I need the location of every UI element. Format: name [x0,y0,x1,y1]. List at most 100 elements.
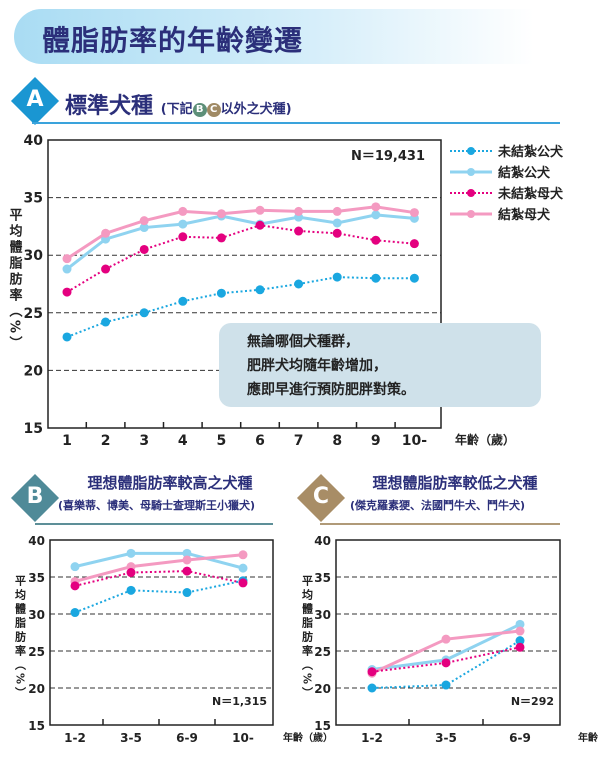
x-axis-label: 年齡（歲） [578,731,600,744]
data-point [216,233,226,243]
series-line [66,213,415,271]
sample-size-label: N＝1,315 [212,695,267,708]
data-point [371,273,381,283]
series-line [74,570,244,587]
data-point [332,218,342,228]
series-line [74,551,244,570]
y-tick-label: 30 [28,608,45,622]
title-banner: 體脂肪率的年齡變遷 [14,9,534,64]
legend-label: 結紮公犬 [498,166,551,181]
plot-frame [49,539,274,726]
data-point [178,219,188,229]
legend-swatch [450,209,492,218]
data-point [178,232,188,242]
data-point [255,285,265,295]
y-tick-label: 40 [28,534,45,548]
plot-frame [335,539,561,726]
x-tick-label: 7 [294,433,304,449]
data-point [367,683,377,693]
data-point [126,548,136,558]
x-tick-label: 9 [371,433,381,449]
data-point [70,562,80,572]
y-tick-label: 25 [24,306,43,322]
data-point [62,287,72,297]
data-point [182,548,192,558]
data-point [216,209,226,219]
y-tick-label: 35 [314,571,331,585]
data-point [70,608,80,618]
callout-box: 無論哪個犬種群， 肥胖犬均隨年齡增加， 應即早進行預防肥胖對策。 [219,323,541,407]
y-axis-label: 平均體脂肪率（%） [301,575,315,701]
data-point [332,272,342,282]
x-tick-label: 10- [232,731,254,745]
x-tick-label: 3-5 [435,731,457,745]
data-point [371,210,381,220]
y-tick-label: 20 [28,682,45,696]
data-point [409,208,419,218]
x-axis-label: 年齡（歲） [455,432,515,447]
data-point [178,206,188,216]
y-tick-label: 30 [24,248,44,264]
data-point [139,216,149,226]
legend-swatch [450,167,492,176]
data-point [182,555,192,565]
y-tick-label: 40 [314,534,331,548]
badge-c: C [206,102,221,117]
badge-b: B [192,102,207,117]
data-point [238,550,248,560]
data-point [238,563,248,573]
section-a-title: 標準犬種 [65,94,154,119]
legend-swatch [450,188,492,197]
section-a-note-suffix: 以外之犬種) [220,102,292,117]
data-point [441,658,451,668]
data-point [294,226,304,236]
series-line [74,553,244,583]
y-axis-label: 平均體脂肪率（%） [7,208,24,352]
x-tick-label: 6-9 [176,731,198,745]
legend: 未結紮公犬 結紮公犬 未結紮母犬 結紮母犬 [450,140,563,224]
y-tick-label: 35 [28,571,45,585]
y-tick-label: 30 [314,608,331,622]
data-point [294,206,304,216]
y-tick-label: 15 [28,719,45,733]
x-tick-label: 10- [402,433,427,449]
data-point [62,332,72,342]
data-point [332,228,342,238]
section-a-note: (下記 [160,102,193,117]
x-tick-label: 8 [332,433,342,449]
data-point [182,566,192,576]
legend-label: 未結紮公犬 [498,145,564,160]
section-b-title: 理想體脂肪率較高之犬種 [87,474,253,492]
section-a-divider [32,122,560,124]
y-tick-label: 20 [314,682,331,696]
data-point [126,585,136,595]
x-tick-label: 4 [178,433,188,449]
legend-swatch [450,146,492,155]
data-point [409,239,419,249]
data-point [139,308,149,318]
x-tick-label: 5 [217,433,227,449]
section-c-letter: C [312,484,330,509]
x-axis-label: 年齡（歲） [283,731,333,744]
data-point [62,254,72,264]
section-b-letter: B [26,484,44,509]
x-tick-label: 2 [101,433,111,449]
section-c-divider [320,523,560,525]
data-point [371,235,381,245]
legend-item: 結紮公犬 [450,161,563,182]
data-point [441,680,451,690]
callout-line: 肥胖犬均隨年齡增加， [247,358,387,374]
section-a-header: 標準犬種 (下記 B C 以外之犬種) [65,88,292,120]
section-c-breeds: (傑克羅素㹴、法國鬥牛犬、鬥牛犬) [350,499,526,512]
data-point [255,205,265,215]
y-tick-label: 20 [24,363,44,379]
section-b-breeds: (喜樂蒂、博美、母騎士查理斯王小獵犬) [58,499,256,512]
y-tick-label: 15 [314,719,331,733]
legend-item: 未結紮公犬 [450,140,563,161]
data-point [409,273,419,283]
data-point [367,667,377,677]
data-point [515,642,525,652]
y-tick-label: 40 [24,133,44,149]
y-axis-label: 平均體脂肪率（%） [14,575,28,701]
